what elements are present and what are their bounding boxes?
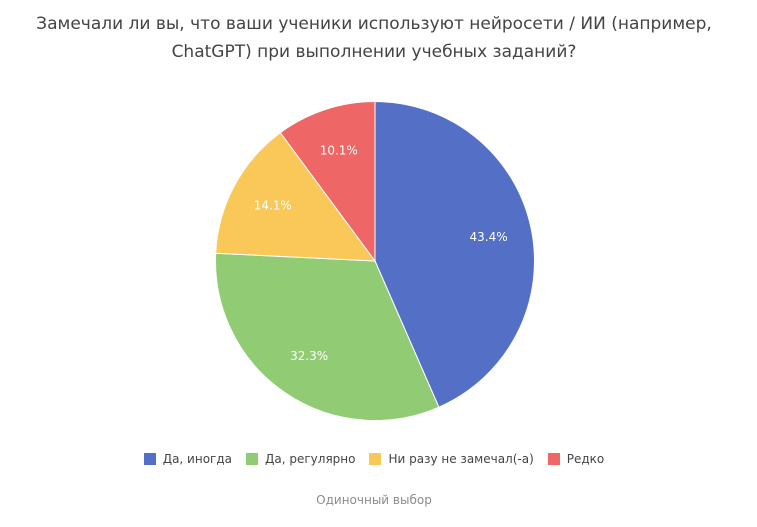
legend-swatch [246,453,259,465]
legend-label: Ни разу не замечал(-а) [388,452,534,466]
slice-value-label: 43.4% [469,230,507,244]
legend-swatch [547,453,560,465]
legend-label: Да, регулярно [265,452,356,466]
slice-value-label: 10.1% [320,143,358,157]
chart-title-line-1: Замечали ли вы, что ваши ученики использ… [36,14,712,34]
legend-item-rarely[interactable]: Редко [547,452,605,466]
legend-item-never[interactable]: Ни разу не замечал(-а) [369,452,534,466]
slice-never[interactable] [215,131,377,262]
pie-chart: 43.4% 32.3% 14.1% 10.1% [215,100,535,421]
legend-item-sometimes[interactable]: Да, иногда [143,452,233,466]
chart-title-line-2: ChatGPT) при выполнении учебных заданий? [171,42,577,62]
legend-swatch [143,453,156,465]
slice-rarely[interactable] [279,100,376,263]
chart-title: Замечали ли вы, что ваши ученики использ… [0,10,748,66]
legend-label: Да, иногда [162,452,233,466]
slice-sometimes[interactable] [374,100,535,408]
question-type-note: Одиночный выбор [316,493,432,507]
legend-item-regularly[interactable]: Да, регулярно [246,452,355,466]
chart-legend: Да, иногда Да, регулярно Ни разу не заме… [0,452,748,466]
slice-regularly[interactable] [215,252,440,421]
slice-value-label: 32.3% [290,349,328,363]
slice-value-label: 14.1% [254,199,292,213]
legend-label: Редко [566,452,605,466]
legend-swatch [369,453,382,465]
